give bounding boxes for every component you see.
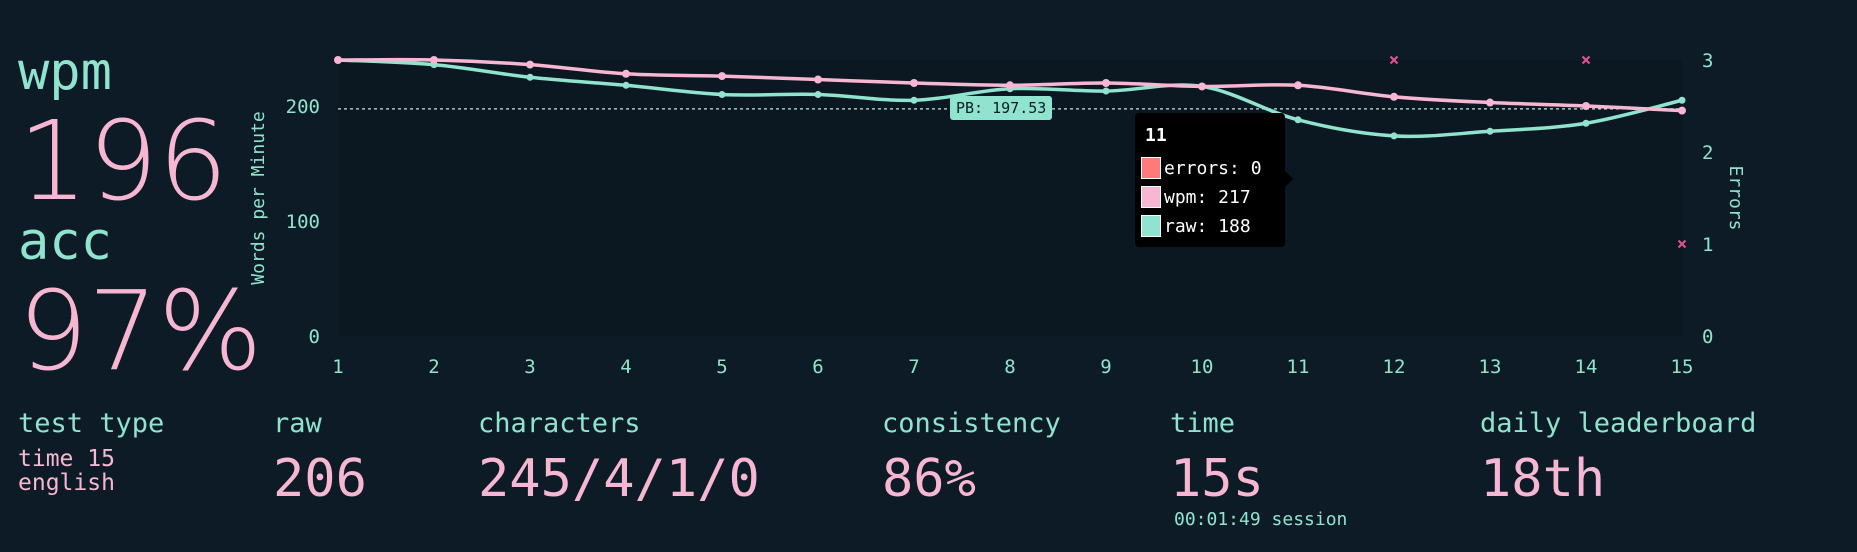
errors-swatch-icon — [1141, 157, 1161, 179]
raw-point — [1678, 96, 1686, 104]
wpm-point — [1486, 98, 1494, 107]
y-tick-label: 100 — [286, 211, 320, 233]
stat-daily-leaderboard: daily leaderboard 18th — [1480, 410, 1756, 505]
raw-point — [1486, 127, 1494, 135]
raw-point — [1582, 119, 1590, 127]
raw-label: raw — [273, 408, 322, 439]
x-tick-label: 15 — [1671, 356, 1694, 378]
tooltip-title: 11 — [1145, 125, 1167, 146]
wpm-point — [622, 69, 630, 78]
raw-swatch-icon — [1141, 215, 1161, 237]
y2-tick-label: 2 — [1702, 142, 1713, 164]
test-type-mode[interactable]: time 15 — [18, 446, 115, 472]
raw-point — [718, 91, 726, 98]
x-tick-label: 13 — [1479, 356, 1502, 378]
stat-consistency: consistency 86% — [882, 410, 1061, 505]
x-tick-label: 10 — [1191, 356, 1214, 378]
raw-point — [1102, 87, 1110, 95]
wpm-point — [1006, 81, 1014, 90]
stat-time: time 15s 00:01:49 session — [1170, 410, 1347, 530]
test-type-language[interactable]: english — [18, 470, 115, 497]
wpm-point — [910, 79, 918, 87]
tooltip-wpm: wpm: 217 — [1164, 186, 1251, 208]
stat-characters: characters 245/4/1/0 — [478, 410, 760, 505]
y2-axis-label: Errors — [1725, 165, 1746, 230]
time-label: time — [1170, 408, 1236, 439]
wpm-point — [1390, 92, 1398, 101]
characters-value: 245/4/1/0 — [478, 449, 760, 509]
x-tick-label: 7 — [908, 356, 919, 378]
wpm-point — [1582, 102, 1590, 110]
acc-value: 97% — [18, 267, 263, 395]
consistency-value: 86% — [882, 449, 976, 509]
wpm-label: wpm — [18, 42, 112, 102]
raw-point — [622, 81, 630, 89]
raw-point — [814, 91, 822, 98]
error-marker — [1581, 55, 1591, 65]
x-tick-label: 8 — [1004, 356, 1015, 378]
wpm-point — [1294, 81, 1302, 90]
time-value: 15s — [1170, 449, 1264, 509]
error-marker — [1389, 55, 1399, 65]
stat-raw: raw 206 — [273, 410, 367, 505]
x-tick-label: 2 — [428, 356, 439, 378]
wpm-point — [1198, 82, 1206, 91]
leaderboard-value[interactable]: 18th — [1480, 449, 1606, 509]
tooltip-row-raw: raw: 188 — [1141, 215, 1251, 237]
x-tick-label: 9 — [1100, 356, 1111, 378]
y-axis-label: Words per Minute — [248, 111, 269, 284]
wpm-point — [334, 56, 342, 64]
acc-label: acc — [18, 212, 112, 272]
characters-label: characters — [478, 408, 641, 439]
wpm-point — [814, 75, 822, 84]
raw-point — [1294, 116, 1302, 124]
raw-point — [526, 73, 534, 81]
tooltip-raw: raw: 188 — [1164, 215, 1251, 237]
y-tick-label: 0 — [309, 326, 320, 348]
time-session: 00:01:49 session — [1174, 509, 1348, 530]
raw-value: 206 — [273, 449, 367, 509]
y2-tick-label: 3 — [1702, 50, 1713, 72]
x-tick-label: 4 — [620, 356, 631, 378]
wpm-point — [430, 56, 438, 64]
y2-tick-label: 1 — [1702, 234, 1713, 256]
chart-tooltip: 11 errors: 0 wpm: 217 raw: 188 — [1135, 113, 1293, 247]
tooltip-row-errors: errors: 0 — [1141, 157, 1262, 179]
y-tick-label: 200 — [286, 96, 320, 118]
x-tick-label: 3 — [524, 356, 535, 378]
wpm-value: 196 — [18, 97, 228, 225]
wpm-swatch-icon — [1141, 186, 1161, 208]
wpm-point — [1678, 106, 1686, 115]
x-tick-label: 11 — [1287, 356, 1310, 378]
x-tick-label: 14 — [1575, 356, 1598, 378]
tooltip-row-wpm: wpm: 217 — [1141, 186, 1251, 208]
x-tick-label: 1 — [332, 356, 343, 378]
stat-test-type: test type time 15 english — [18, 410, 164, 495]
x-tick-label: 12 — [1383, 356, 1406, 378]
error-marker — [1677, 239, 1687, 249]
tooltip-errors: errors: 0 — [1164, 157, 1262, 179]
test-type-label: test type — [18, 408, 165, 439]
consistency-label: consistency — [882, 408, 1061, 439]
wpm-point — [1102, 79, 1110, 87]
raw-point — [1390, 132, 1398, 140]
x-tick-label: 6 — [812, 356, 823, 378]
wpm-point — [526, 60, 534, 69]
x-tick-label: 5 — [716, 356, 727, 378]
raw-point — [910, 96, 918, 104]
leaderboard-label: daily leaderboard — [1480, 408, 1757, 439]
wpm-point — [718, 72, 726, 81]
y2-tick-label: 0 — [1702, 326, 1713, 348]
pb-badge: PB: 197.53 — [950, 96, 1053, 120]
